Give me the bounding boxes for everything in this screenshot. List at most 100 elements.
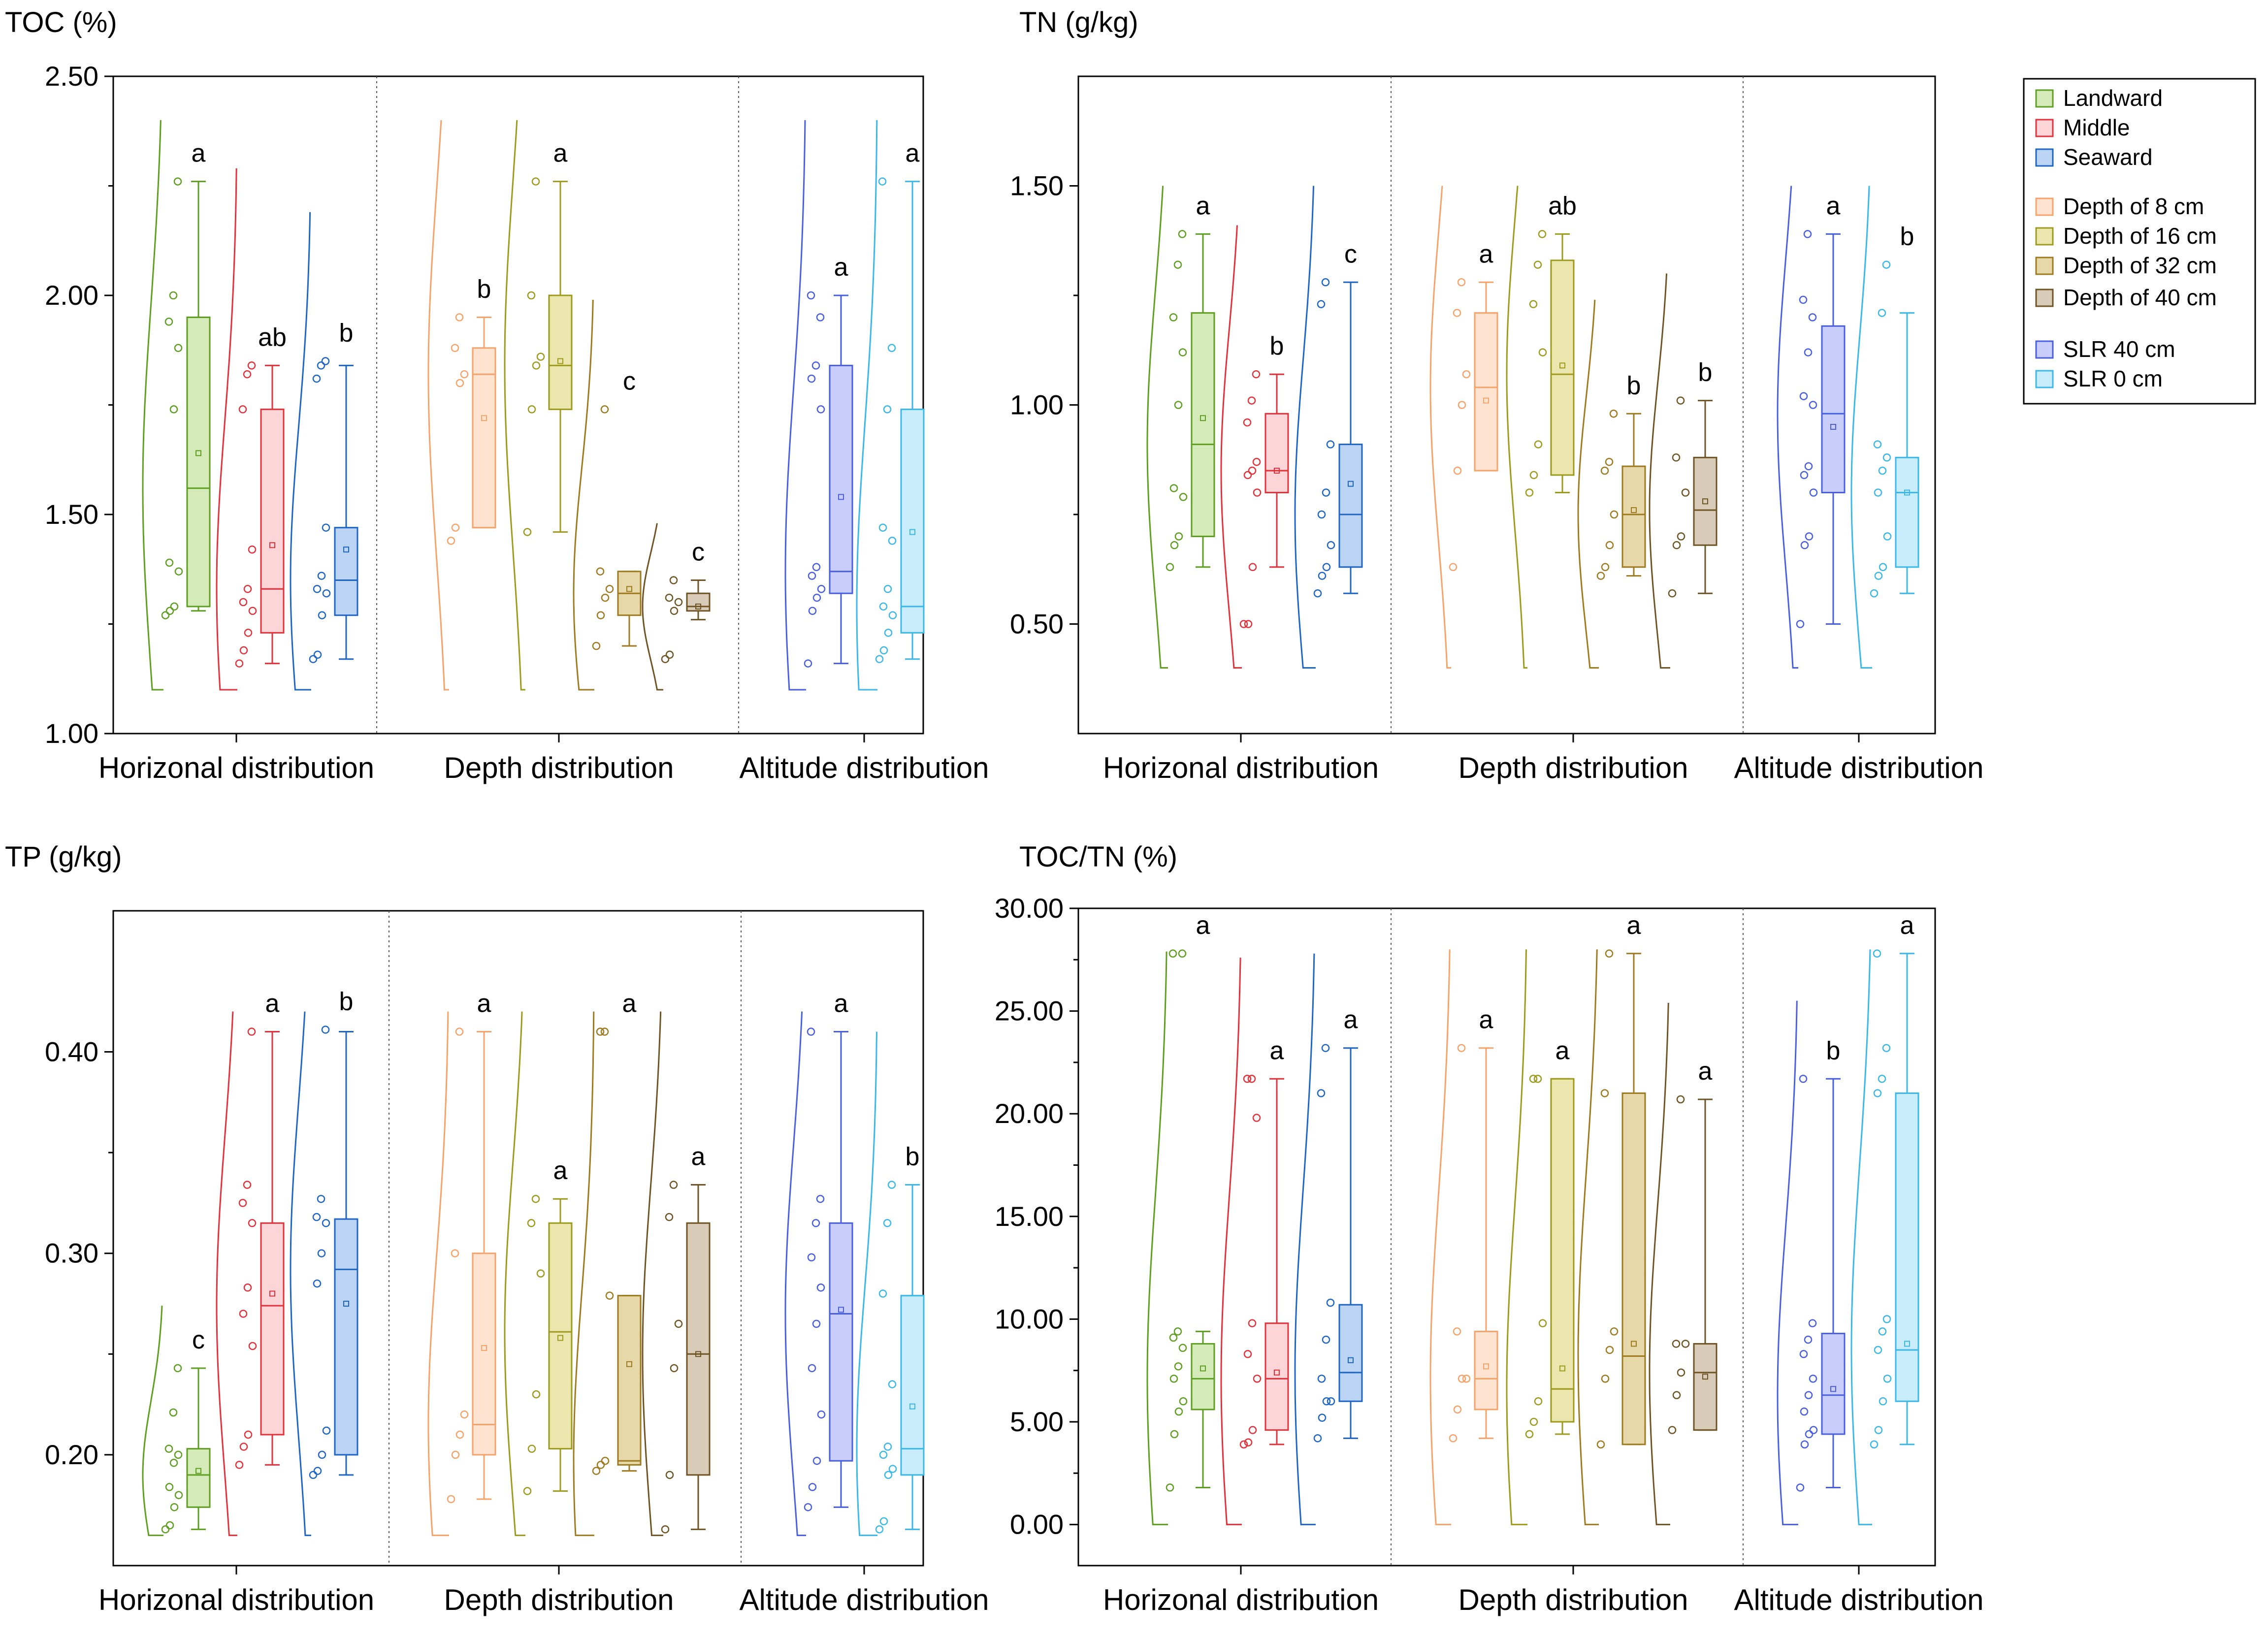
violin-curve (784, 1011, 807, 1537)
data-point (1873, 440, 1882, 449)
data-point (174, 1491, 183, 1500)
data-point (1174, 401, 1183, 409)
data-point (1313, 589, 1322, 598)
box (900, 408, 925, 634)
data-point (322, 1219, 330, 1227)
data-point (532, 361, 541, 370)
violin-curve (142, 1306, 164, 1537)
box (260, 1222, 285, 1436)
data-point (596, 1027, 605, 1036)
data-point (875, 1525, 884, 1534)
series-slr0: b (856, 1031, 925, 1537)
y-tick-label: 0.00 (1010, 1509, 1064, 1540)
series-d40: a (1649, 1002, 1717, 1526)
data-point (1873, 949, 1881, 958)
data-point (1453, 466, 1462, 475)
y-tick-label: 0.50 (1010, 609, 1064, 640)
series-slr40: b (1777, 1000, 1846, 1526)
data-point (1799, 1075, 1808, 1083)
data-point (1243, 418, 1252, 427)
box (548, 294, 573, 410)
data-point (1243, 471, 1252, 480)
significance-letter: a (1698, 1057, 1713, 1086)
data-point (674, 598, 683, 607)
data-point (1809, 488, 1818, 497)
data-point (317, 361, 325, 370)
box (1474, 312, 1498, 472)
data-point (670, 1364, 679, 1373)
group-label: Altitude distribution (740, 751, 989, 784)
violin-curve (427, 120, 449, 691)
data-point (527, 291, 536, 300)
group-label: Horizonal distribution (98, 1583, 374, 1616)
significance-letter: c (692, 538, 705, 567)
mean-marker (1904, 489, 1910, 496)
data-point (1169, 484, 1178, 492)
data-point (169, 1459, 178, 1467)
data-point (1327, 541, 1335, 549)
data-point (1804, 1335, 1813, 1344)
panel-toctn: TOC/TN (%) 0.00 5.00 10.00 15.00 20.00 25.00 30… (995, 841, 1984, 1616)
data-point (1525, 1430, 1534, 1439)
data-point (455, 379, 464, 387)
data-point (243, 370, 252, 379)
series-slr40: a (784, 990, 853, 1537)
series-seaward: b (290, 212, 358, 691)
data-point (596, 611, 605, 619)
data-point (665, 593, 674, 602)
data-point (1179, 1397, 1188, 1406)
data-point (173, 1364, 182, 1373)
data-point (1681, 488, 1690, 497)
data-point (523, 528, 532, 536)
data-point (313, 1467, 322, 1475)
data-point (1248, 563, 1257, 572)
box (1191, 312, 1215, 537)
data-point (1529, 471, 1538, 480)
box (617, 1295, 642, 1466)
data-point (1870, 1440, 1879, 1449)
data-point (174, 1450, 183, 1459)
box (829, 1222, 853, 1462)
data-point (1874, 572, 1883, 580)
data-point (1808, 313, 1817, 321)
box (334, 527, 358, 616)
group-label: Depth distribution (1458, 1583, 1688, 1616)
data-point (1601, 1375, 1610, 1383)
data-point (309, 1471, 318, 1479)
box (1474, 1330, 1498, 1411)
data-point (239, 598, 248, 607)
data-point (1170, 541, 1179, 549)
data-point (455, 1027, 464, 1036)
y-tick-label: 2.50 (45, 61, 98, 92)
data-point (601, 1456, 610, 1465)
data-point (887, 344, 896, 353)
data-point (1668, 1426, 1677, 1434)
data-point (817, 585, 826, 593)
significance-letter: b (339, 319, 354, 348)
legend-label-slr40: SLR 40 cm (2063, 336, 2175, 362)
data-point (1800, 1407, 1809, 1416)
data-point (243, 1181, 252, 1189)
data-point (318, 1450, 326, 1459)
y-tick-label: 0.40 (45, 1036, 98, 1067)
mean-marker (1483, 397, 1489, 404)
data-point (1538, 230, 1547, 238)
data-point (1796, 1483, 1805, 1492)
data-point (884, 1471, 893, 1479)
data-point (1879, 1397, 1887, 1406)
data-point (1538, 348, 1547, 356)
violin-curve (290, 1011, 312, 1537)
data-point (804, 1503, 812, 1511)
data-point (665, 650, 674, 659)
series-d8: b (427, 120, 496, 691)
data-point (1874, 1426, 1883, 1434)
mean-marker (1274, 468, 1280, 474)
mean-marker (1200, 1365, 1206, 1372)
data-point (1873, 1089, 1882, 1097)
box (829, 364, 853, 594)
mean-marker (557, 358, 563, 364)
violin-curve (1850, 949, 1873, 1526)
data-point (1672, 1340, 1681, 1348)
data-point (1677, 1368, 1685, 1377)
data-point (1462, 1375, 1471, 1383)
